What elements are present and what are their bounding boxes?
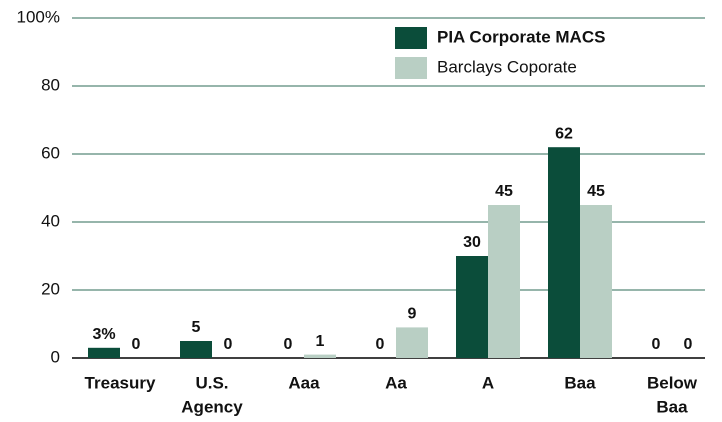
bar [88, 347, 120, 358]
bar [488, 205, 520, 358]
data-label: 62 [555, 125, 573, 142]
legend-swatch [395, 57, 427, 79]
data-label: 0 [376, 336, 385, 353]
data-label: 30 [463, 234, 481, 251]
x-tick-label: A [482, 373, 494, 392]
y-tick-label: 20 [41, 279, 60, 298]
bar [396, 327, 428, 358]
y-tick-label: 60 [41, 143, 60, 162]
bar [180, 341, 212, 358]
x-tick-label: Treasury [85, 373, 156, 392]
y-tick-label: 40 [41, 211, 60, 230]
bar [548, 147, 580, 358]
x-tick-label: U.S. [195, 373, 228, 392]
data-label: 0 [652, 336, 661, 353]
x-tick-label: Baa [564, 373, 596, 392]
data-label: 5 [192, 319, 201, 336]
bar [456, 256, 488, 358]
x-tick-label: Below [647, 373, 698, 392]
x-tick-label: Agency [181, 397, 243, 416]
x-tick-label: Aa [385, 373, 407, 392]
y-tick-label: 80 [41, 75, 60, 94]
y-tick-label: 100% [17, 7, 60, 26]
data-label: 45 [495, 183, 513, 200]
data-label: 9 [408, 306, 417, 323]
bar [580, 205, 612, 358]
data-label: 0 [132, 336, 141, 353]
x-tick-label: Baa [656, 397, 688, 416]
data-label: 3% [92, 326, 115, 343]
data-label: 0 [224, 336, 233, 353]
x-tick-label: Aaa [288, 373, 320, 392]
data-label: 0 [684, 336, 693, 353]
legend-label: Barclays Coporate [437, 57, 577, 76]
legend-label: PIA Corporate MACS [437, 27, 605, 46]
data-label: 1 [316, 333, 325, 350]
bar [304, 354, 336, 358]
data-label: 45 [587, 183, 605, 200]
y-tick-label: 0 [51, 347, 60, 366]
data-label: 0 [284, 336, 293, 353]
legend-swatch [395, 27, 427, 49]
